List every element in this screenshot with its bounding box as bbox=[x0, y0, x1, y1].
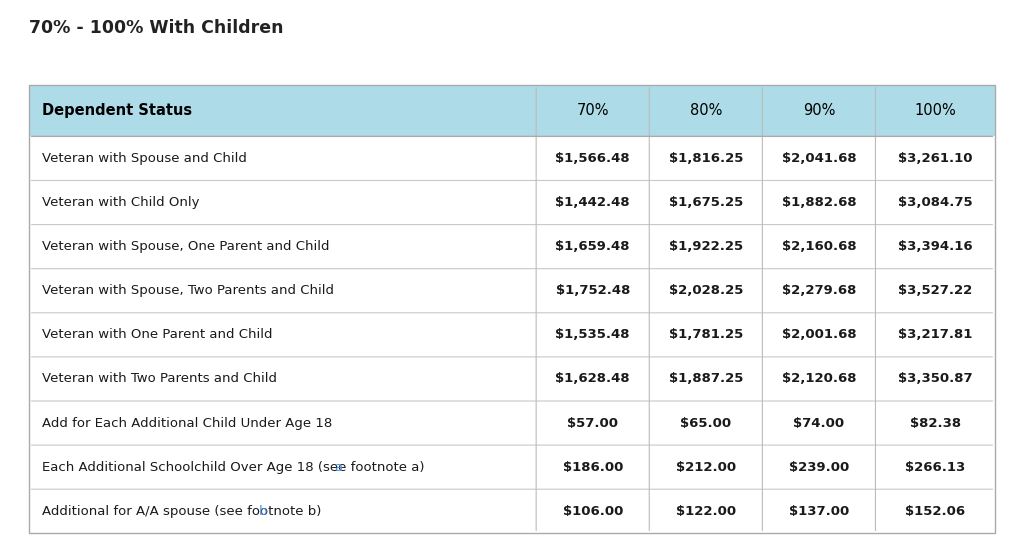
Text: $2,028.25: $2,028.25 bbox=[669, 284, 743, 297]
Text: 80%: 80% bbox=[689, 103, 722, 118]
Text: $3,527.22: $3,527.22 bbox=[898, 284, 973, 297]
Text: Veteran with Spouse, Two Parents and Child: Veteran with Spouse, Two Parents and Chi… bbox=[42, 284, 334, 297]
Text: $2,041.68: $2,041.68 bbox=[781, 152, 856, 165]
Text: Veteran with Spouse, One Parent and Child: Veteran with Spouse, One Parent and Chil… bbox=[42, 240, 330, 253]
Text: $106.00: $106.00 bbox=[562, 505, 623, 518]
Text: 70%: 70% bbox=[577, 103, 609, 118]
Text: $1,659.48: $1,659.48 bbox=[555, 240, 630, 253]
Text: 90%: 90% bbox=[803, 103, 836, 118]
Text: Veteran with Spouse and Child: Veteran with Spouse and Child bbox=[42, 152, 247, 165]
Text: 70% - 100% With Children: 70% - 100% With Children bbox=[29, 19, 284, 37]
Text: Veteran with Two Parents and Child: Veteran with Two Parents and Child bbox=[42, 373, 276, 386]
Text: $2,160.68: $2,160.68 bbox=[781, 240, 856, 253]
Text: $239.00: $239.00 bbox=[788, 461, 849, 474]
Text: $1,628.48: $1,628.48 bbox=[555, 373, 630, 386]
Text: $137.00: $137.00 bbox=[788, 505, 849, 518]
Text: Dependent Status: Dependent Status bbox=[42, 103, 193, 118]
Text: $3,084.75: $3,084.75 bbox=[898, 196, 973, 209]
Text: $1,882.68: $1,882.68 bbox=[781, 196, 856, 209]
Text: $1,566.48: $1,566.48 bbox=[555, 152, 630, 165]
Text: $1,752.48: $1,752.48 bbox=[556, 284, 630, 297]
Text: $1,675.25: $1,675.25 bbox=[669, 196, 743, 209]
Text: $3,350.87: $3,350.87 bbox=[898, 373, 973, 386]
Text: $65.00: $65.00 bbox=[680, 417, 731, 429]
Text: Veteran with Child Only: Veteran with Child Only bbox=[42, 196, 200, 209]
Text: $57.00: $57.00 bbox=[567, 417, 618, 429]
Text: $1,922.25: $1,922.25 bbox=[669, 240, 742, 253]
Text: $1,442.48: $1,442.48 bbox=[555, 196, 630, 209]
Text: $1,535.48: $1,535.48 bbox=[555, 328, 630, 341]
Text: 100%: 100% bbox=[914, 103, 956, 118]
Text: b: b bbox=[258, 505, 267, 518]
Text: $122.00: $122.00 bbox=[676, 505, 736, 518]
Text: $3,217.81: $3,217.81 bbox=[898, 328, 973, 341]
Text: $212.00: $212.00 bbox=[676, 461, 736, 474]
Text: Veteran with One Parent and Child: Veteran with One Parent and Child bbox=[42, 328, 272, 341]
Text: $2,001.68: $2,001.68 bbox=[781, 328, 856, 341]
Text: $1,887.25: $1,887.25 bbox=[669, 373, 743, 386]
Text: $152.06: $152.06 bbox=[905, 505, 966, 518]
Text: $82.38: $82.38 bbox=[910, 417, 961, 429]
Text: $186.00: $186.00 bbox=[562, 461, 623, 474]
Text: Each Additional Schoolchild Over Age 18 (see footnote a): Each Additional Schoolchild Over Age 18 … bbox=[42, 461, 425, 474]
Text: $74.00: $74.00 bbox=[794, 417, 845, 429]
Text: $266.13: $266.13 bbox=[905, 461, 966, 474]
Text: $1,781.25: $1,781.25 bbox=[669, 328, 743, 341]
Text: Add for Each Additional Child Under Age 18: Add for Each Additional Child Under Age … bbox=[42, 417, 332, 429]
Text: $2,279.68: $2,279.68 bbox=[781, 284, 856, 297]
Text: $1,816.25: $1,816.25 bbox=[669, 152, 743, 165]
Text: $2,120.68: $2,120.68 bbox=[781, 373, 856, 386]
Text: Additional for A/A spouse (see footnote b): Additional for A/A spouse (see footnote … bbox=[42, 505, 322, 518]
Text: $3,394.16: $3,394.16 bbox=[898, 240, 973, 253]
Text: $3,261.10: $3,261.10 bbox=[898, 152, 973, 165]
Text: a: a bbox=[334, 461, 342, 474]
